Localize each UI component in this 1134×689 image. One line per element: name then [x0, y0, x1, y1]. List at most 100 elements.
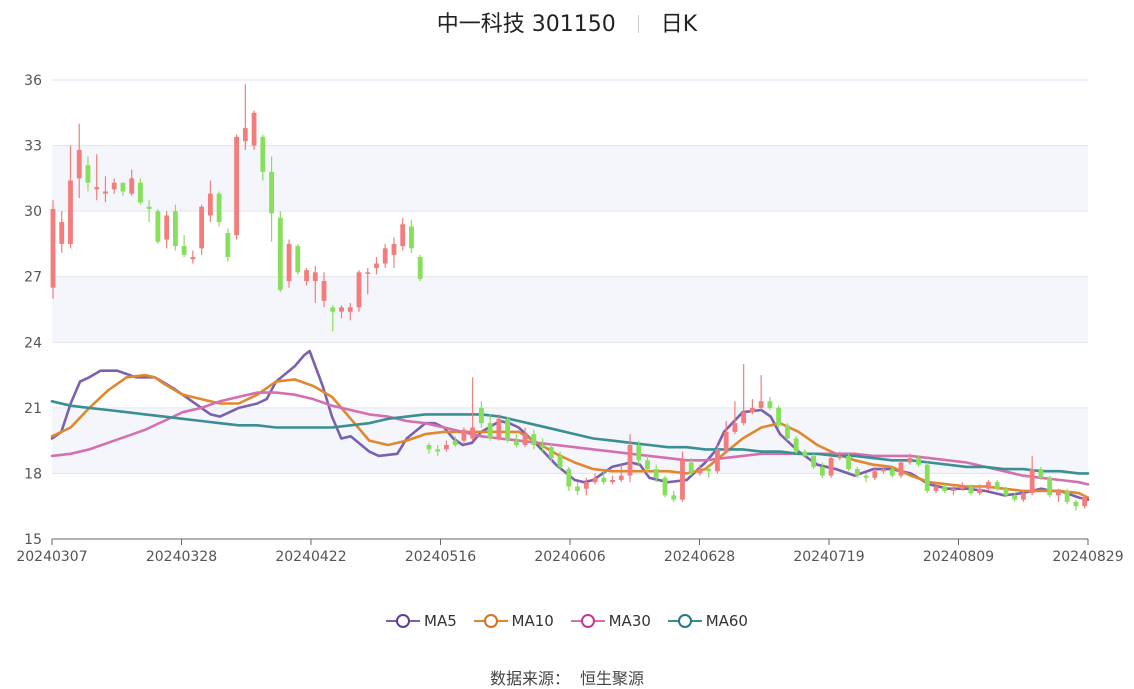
- candle[interactable]: [339, 305, 344, 319]
- candle[interactable]: [924, 462, 930, 494]
- candle[interactable]: [330, 305, 336, 332]
- candle[interactable]: [1021, 490, 1026, 502]
- candle[interactable]: [610, 475, 615, 485]
- candle[interactable]: [216, 191, 222, 227]
- candle[interactable]: [225, 228, 231, 262]
- candle[interactable]: [103, 176, 108, 203]
- candle[interactable]: [207, 180, 213, 223]
- candle[interactable]: [872, 466, 878, 480]
- candle[interactable]: [986, 479, 991, 491]
- candle[interactable]: [566, 466, 572, 491]
- candle[interactable]: [837, 451, 843, 461]
- candle[interactable]: [907, 453, 913, 465]
- candle[interactable]: [452, 436, 458, 448]
- candle[interactable]: [548, 442, 554, 463]
- candle[interactable]: [199, 204, 205, 255]
- candle[interactable]: [1029, 455, 1035, 496]
- legend-item-ma30[interactable]: MA30: [570, 612, 651, 630]
- candle[interactable]: [286, 239, 292, 288]
- candle[interactable]: [601, 471, 607, 485]
- candle[interactable]: [172, 204, 178, 251]
- candle[interactable]: [190, 250, 196, 264]
- candle[interactable]: [767, 396, 773, 411]
- candle[interactable]: [251, 110, 257, 150]
- candle[interactable]: [636, 440, 642, 465]
- candle[interactable]: [618, 464, 624, 483]
- candle[interactable]: [409, 219, 414, 253]
- candle[interactable]: [1064, 488, 1070, 505]
- candle[interactable]: [741, 364, 747, 426]
- candle[interactable]: [715, 445, 720, 474]
- candle[interactable]: [269, 156, 274, 242]
- candle[interactable]: [750, 399, 755, 415]
- legend-item-ma5[interactable]: MA5: [386, 612, 457, 630]
- candle[interactable]: [916, 455, 921, 467]
- candle[interactable]: [85, 156, 91, 192]
- candle[interactable]: [557, 451, 563, 470]
- candle[interactable]: [400, 217, 406, 251]
- candle[interactable]: [1012, 493, 1018, 502]
- candle[interactable]: [994, 479, 1000, 491]
- candle[interactable]: [540, 438, 545, 452]
- candle[interactable]: [356, 270, 362, 312]
- candle[interactable]: [776, 405, 782, 428]
- candle[interactable]: [444, 440, 449, 452]
- candle[interactable]: [811, 453, 817, 470]
- candle[interactable]: [129, 169, 135, 196]
- candle[interactable]: [426, 442, 432, 454]
- candle[interactable]: [968, 484, 974, 496]
- candle[interactable]: [478, 401, 484, 428]
- candle[interactable]: [592, 473, 598, 485]
- candle[interactable]: [94, 154, 100, 201]
- candle[interactable]: [1003, 486, 1009, 498]
- candle[interactable]: [347, 302, 353, 321]
- candle[interactable]: [575, 482, 580, 496]
- candle[interactable]: [854, 466, 860, 478]
- candle[interactable]: [260, 134, 266, 181]
- candle[interactable]: [881, 464, 886, 474]
- legend-item-ma60[interactable]: MA60: [667, 612, 748, 630]
- candle[interactable]: [828, 455, 834, 478]
- candle[interactable]: [802, 449, 808, 459]
- candle[interactable]: [164, 211, 170, 249]
- candle[interactable]: [846, 453, 851, 472]
- candle[interactable]: [295, 243, 301, 275]
- candle[interactable]: [120, 182, 126, 196]
- candle[interactable]: [522, 427, 528, 448]
- candle[interactable]: [784, 423, 790, 441]
- candle[interactable]: [111, 178, 117, 194]
- candle[interactable]: [76, 123, 82, 199]
- candle[interactable]: [627, 434, 633, 483]
- candle[interactable]: [793, 436, 799, 454]
- candle[interactable]: [146, 200, 152, 223]
- candle[interactable]: [723, 420, 729, 454]
- candle[interactable]: [680, 451, 685, 502]
- candle[interactable]: [583, 477, 589, 496]
- candle[interactable]: [382, 243, 388, 268]
- candle[interactable]: [461, 427, 467, 443]
- candle[interactable]: [758, 375, 764, 411]
- candle[interactable]: [662, 475, 668, 498]
- candle[interactable]: [1055, 488, 1061, 502]
- candle[interactable]: [138, 178, 143, 205]
- candle[interactable]: [732, 401, 738, 435]
- candle[interactable]: [1047, 475, 1053, 498]
- candle[interactable]: [417, 254, 423, 282]
- candle[interactable]: [505, 416, 511, 443]
- candle[interactable]: [470, 377, 476, 441]
- candle[interactable]: [59, 211, 65, 253]
- candle[interactable]: [819, 462, 825, 478]
- candle[interactable]: [513, 434, 519, 448]
- candle[interactable]: [391, 237, 397, 268]
- candle[interactable]: [155, 208, 161, 244]
- candle[interactable]: [697, 464, 703, 476]
- candle[interactable]: [304, 267, 309, 286]
- candle[interactable]: [365, 267, 371, 295]
- candle[interactable]: [277, 211, 283, 293]
- candle[interactable]: [933, 482, 939, 494]
- candle[interactable]: [898, 460, 904, 478]
- candle[interactable]: [645, 455, 650, 474]
- candle[interactable]: [374, 257, 379, 275]
- candle[interactable]: [951, 484, 956, 496]
- candle[interactable]: [688, 458, 694, 476]
